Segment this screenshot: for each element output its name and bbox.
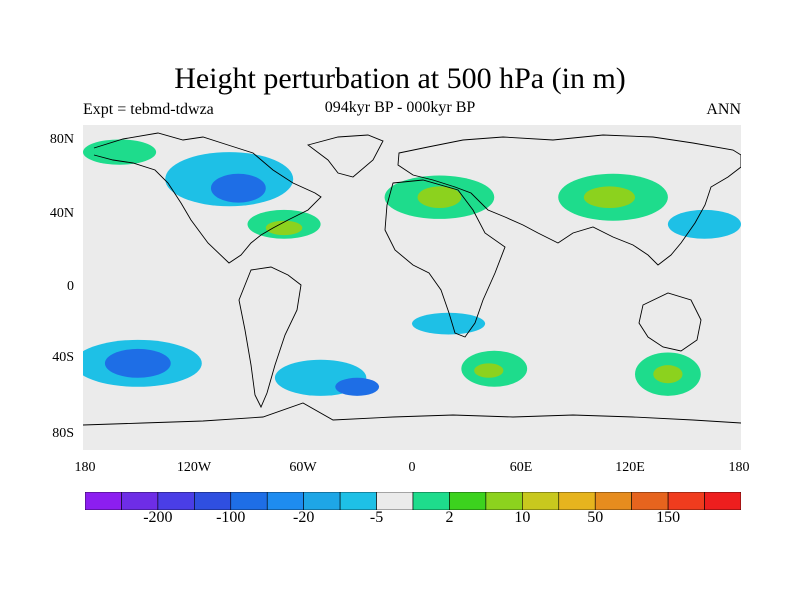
lon-tick-0: 0 (408, 460, 416, 475)
lon-tick-60e: 60E (509, 460, 533, 475)
anomaly-contours (83, 139, 741, 396)
coast-south-america (238, 266, 302, 409)
anomaly-blob (210, 173, 266, 203)
anomaly-blob (417, 186, 462, 209)
coast-africa (384, 179, 506, 338)
coast-north-america (93, 132, 322, 264)
lon-tick-120e: 120E (615, 460, 645, 475)
colorbar-label: 10 (514, 509, 531, 526)
colorbar-box (339, 492, 377, 510)
period-label: 094kyr BP - 000kyr BP (324, 99, 476, 116)
anomaly-blob (667, 209, 741, 239)
anomaly-blob (474, 363, 504, 378)
colorbar-label: 50 (587, 509, 604, 526)
colorbar-box (412, 492, 450, 510)
colorbar-box (121, 492, 159, 510)
experiment-label: Expt = tebmd-tdwza (83, 101, 214, 118)
colorbar-label: -20 (292, 509, 315, 526)
colorbar-label: -200 (143, 509, 173, 526)
anomaly-blob (583, 186, 635, 209)
lon-tick-180w: 180 (74, 460, 96, 475)
colorbar-box (485, 492, 523, 510)
coast-antarctica (83, 402, 741, 426)
colorbar-box (85, 492, 122, 510)
colorbar-box (594, 492, 632, 510)
coast-eurasia (397, 134, 741, 266)
colorbar-label: -5 (369, 509, 384, 526)
colorbar (85, 492, 741, 510)
lon-tick-180e: 180 (728, 460, 750, 475)
anomaly-map (83, 125, 741, 450)
lon-tick-120w: 120W (176, 460, 212, 475)
anomaly-blob (265, 220, 303, 236)
colorbar-label: 2 (445, 509, 454, 526)
anomaly-blob (335, 377, 380, 396)
colorbar-box (522, 492, 560, 510)
colorbar-box (194, 492, 232, 510)
coast-greenland (306, 134, 384, 178)
colorbar-box (449, 492, 487, 510)
lat-tick-40n: 40N (49, 206, 74, 221)
lat-tick-80s: 80S (52, 426, 74, 441)
anomaly-blob (104, 348, 171, 378)
plot-title: Height perturbation at 500 hPa (in m) (174, 62, 626, 95)
lat-tick-80n: 80N (49, 132, 74, 147)
coastlines (83, 132, 741, 426)
lon-tick-60w: 60W (289, 460, 317, 475)
colorbar-box (230, 492, 268, 510)
colorbar-box (376, 492, 414, 510)
colorbar-box (266, 492, 304, 510)
lat-tick-0: 0 (67, 279, 74, 294)
colorbar-box (631, 492, 669, 510)
colorbar-box (704, 492, 741, 510)
anomaly-blob (653, 365, 683, 384)
lat-tick-40s: 40S (52, 350, 74, 365)
colorbar-box (157, 492, 195, 510)
colorbar-box (667, 492, 705, 510)
colorbar-box (303, 492, 341, 510)
colorbar-label: 150 (656, 509, 681, 526)
season-label: ANN (706, 101, 741, 118)
anomaly-blob (412, 312, 486, 335)
colorbar-box (558, 492, 596, 510)
colorbar-label: -100 (216, 509, 246, 526)
coast-australia (638, 292, 702, 352)
